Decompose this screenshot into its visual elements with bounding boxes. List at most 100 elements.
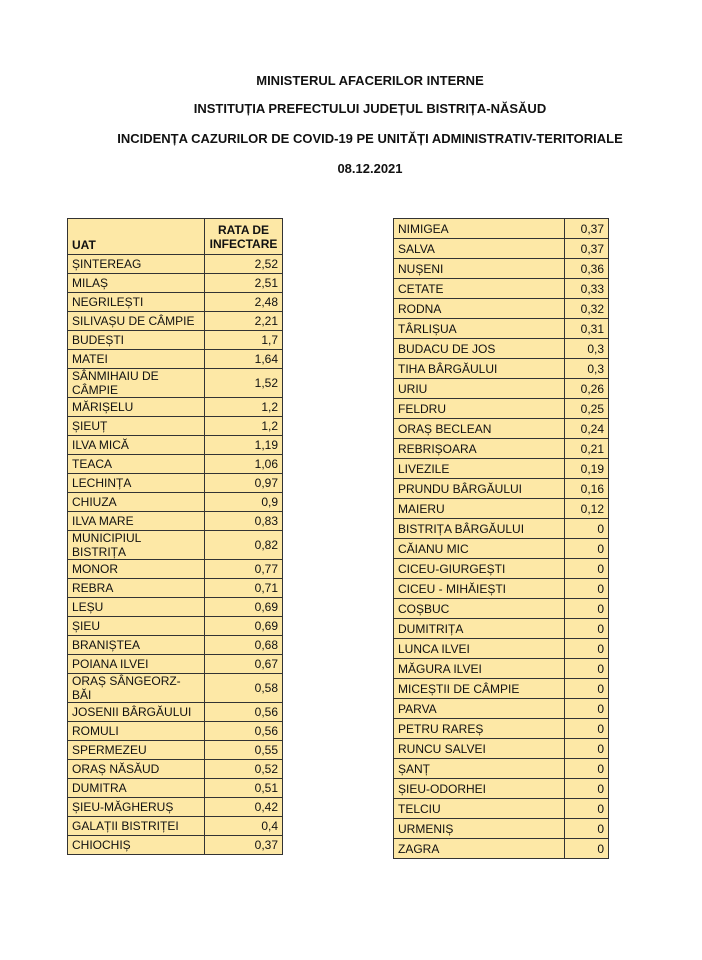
- rate-value: 0,31: [564, 318, 609, 339]
- rate-value: 0,12: [564, 498, 609, 519]
- uat-name: LIVEZILE: [393, 458, 565, 479]
- table-row: REBRIȘOARA 0,21: [393, 438, 609, 459]
- rate-value: 0: [564, 718, 609, 739]
- incidence-table-right: NIMIGEA 0,37 SALVA 0,37 NUȘENI 0,36 CETATE 0,33…: [393, 218, 609, 859]
- rate-value: 0: [564, 658, 609, 679]
- rate-value: 0,9: [204, 492, 283, 512]
- uat-name: ROMULI: [67, 721, 205, 741]
- table-row: PETRU RAREȘ 0: [393, 718, 609, 739]
- rate-value: 2,52: [204, 254, 283, 274]
- uat-name: MATEI: [67, 349, 205, 369]
- table-row: FELDRU 0,25: [393, 398, 609, 419]
- uat-name: ȘIEUȚ: [67, 416, 205, 436]
- table-row: MONOR 0,77: [67, 559, 283, 579]
- table-row: ORAȘ BECLEAN 0,24: [393, 418, 609, 439]
- table-row: TÂRLIȘUA 0,31: [393, 318, 609, 339]
- table-row: ȘINTEREAG 2,52: [67, 254, 283, 274]
- uat-name: NIMIGEA: [393, 218, 565, 239]
- uat-name: CICEU-GIURGEȘTI: [393, 558, 565, 579]
- table-row: CĂIANU MIC 0: [393, 538, 609, 559]
- table-row: ROMULI 0,56: [67, 721, 283, 741]
- rate-value: 0,52: [204, 759, 283, 779]
- uat-name: PETRU RAREȘ: [393, 718, 565, 739]
- rate-value: 1,64: [204, 349, 283, 369]
- uat-name: FELDRU: [393, 398, 565, 419]
- rate-value: 1,52: [204, 368, 283, 398]
- uat-name: ORAȘ SÂNGEORZ-BĂI: [67, 673, 205, 703]
- uat-name: MĂRIȘELU: [67, 397, 205, 417]
- rate-value: 0,32: [564, 298, 609, 319]
- rate-value: 0,51: [204, 778, 283, 798]
- rate-value: 0,69: [204, 616, 283, 636]
- uat-name: TEACA: [67, 454, 205, 474]
- rate-value: 0,77: [204, 559, 283, 579]
- uat-name: RODNA: [393, 298, 565, 319]
- rate-value: 1,7: [204, 330, 283, 350]
- table-row: NIMIGEA 0,37: [393, 218, 609, 239]
- uat-name: PRUNDU BÂRGĂULUI: [393, 478, 565, 499]
- table-row: MATEI 1,64: [67, 349, 283, 369]
- table-row: ȘIEU 0,69: [67, 616, 283, 636]
- uat-name: ȘIEU: [67, 616, 205, 636]
- rate-value: 0,71: [204, 578, 283, 598]
- rate-value: 0: [564, 578, 609, 599]
- rate-value: 0,68: [204, 635, 283, 655]
- uat-name: BUDACU DE JOS: [393, 338, 565, 359]
- rate-value: 0,55: [204, 740, 283, 760]
- rate-value: 0: [564, 518, 609, 539]
- table-row: MILAȘ 2,51: [67, 273, 283, 293]
- table-row: BUDEȘTI 1,7: [67, 330, 283, 350]
- table-row: BISTRIȚA BÂRGĂULUI 0: [393, 518, 609, 539]
- uat-name: MUNICIPIUL BISTRIȚA: [67, 530, 205, 560]
- table-row: DUMITRA 0,51: [67, 778, 283, 798]
- uat-name: ILVA MICĂ: [67, 435, 205, 455]
- uat-name: MONOR: [67, 559, 205, 579]
- table-row: LUNCA ILVEI 0: [393, 638, 609, 659]
- uat-name: URIU: [393, 378, 565, 399]
- uat-name: URMENIȘ: [393, 818, 565, 839]
- rate-value: 0,3: [564, 358, 609, 379]
- rate-value: 0,56: [204, 702, 283, 722]
- table-row: SPERMEZEU 0,55: [67, 740, 283, 760]
- rate-value: 0,19: [564, 458, 609, 479]
- rate-value: 0,58: [204, 673, 283, 703]
- uat-name: TIHA BÂRGĂULUI: [393, 358, 565, 379]
- rate-value: 0: [564, 558, 609, 579]
- header-line: INSTITUȚIA PREFECTULUI JUDEȚUL BISTRIȚA-…: [193, 101, 547, 116]
- uat-name: GALAȚII BISTRIȚEI: [67, 816, 205, 836]
- table-row: TEACA 1,06: [67, 454, 283, 474]
- uat-name: CHIUZA: [67, 492, 205, 512]
- header-date: 08.12.2021: [337, 161, 403, 176]
- table-row: RODNA 0,32: [393, 298, 609, 319]
- table-row: LECHINȚA 0,97: [67, 473, 283, 493]
- rate-value: 0: [564, 698, 609, 719]
- table-row: MUNICIPIUL BISTRIȚA 0,82: [67, 530, 283, 560]
- rate-value: 0,25: [564, 398, 609, 419]
- rate-value: 0: [564, 638, 609, 659]
- column-header: RATA DE INFECTARE: [204, 218, 283, 255]
- uat-name: SALVA: [393, 238, 565, 259]
- uat-name: LECHINȚA: [67, 473, 205, 493]
- uat-name: REBRIȘOARA: [393, 438, 565, 459]
- table-row: CICEU-GIURGEȘTI 0: [393, 558, 609, 579]
- uat-name: MILAȘ: [67, 273, 205, 293]
- table-row: PRUNDU BÂRGĂULUI 0,16: [393, 478, 609, 499]
- table-row: SILIVAȘU DE CÂMPIE 2,21: [67, 311, 283, 331]
- table-row: NUȘENI 0,36: [393, 258, 609, 279]
- table-row: CHIUZA 0,9: [67, 492, 283, 512]
- table-row: COȘBUC 0: [393, 598, 609, 619]
- table-row: POIANA ILVEI 0,67: [67, 654, 283, 674]
- rate-value: 0,36: [564, 258, 609, 279]
- incidence-table-left: UAT RATA DE INFECTARE ȘINTEREAG 2,52 MILAȘ…: [67, 218, 283, 855]
- rate-value: 0,37: [564, 238, 609, 259]
- header-line: MINISTERUL AFACERILOR INTERNE: [256, 73, 484, 88]
- table-row: ȘIEU-MĂGHERUȘ 0,42: [67, 797, 283, 817]
- table-row: REBRA 0,71: [67, 578, 283, 598]
- table-row: MAIERU 0,12: [393, 498, 609, 519]
- table-row: BRANIȘTEA 0,68: [67, 635, 283, 655]
- rate-value: 0,67: [204, 654, 283, 674]
- table-row: MĂRIȘELU 1,2: [67, 397, 283, 417]
- column-header: UAT: [67, 218, 205, 255]
- uat-name: SILIVAȘU DE CÂMPIE: [67, 311, 205, 331]
